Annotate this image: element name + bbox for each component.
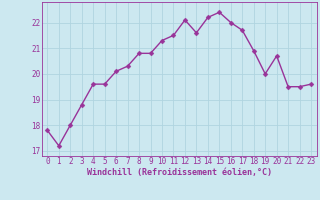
X-axis label: Windchill (Refroidissement éolien,°C): Windchill (Refroidissement éolien,°C)	[87, 168, 272, 177]
